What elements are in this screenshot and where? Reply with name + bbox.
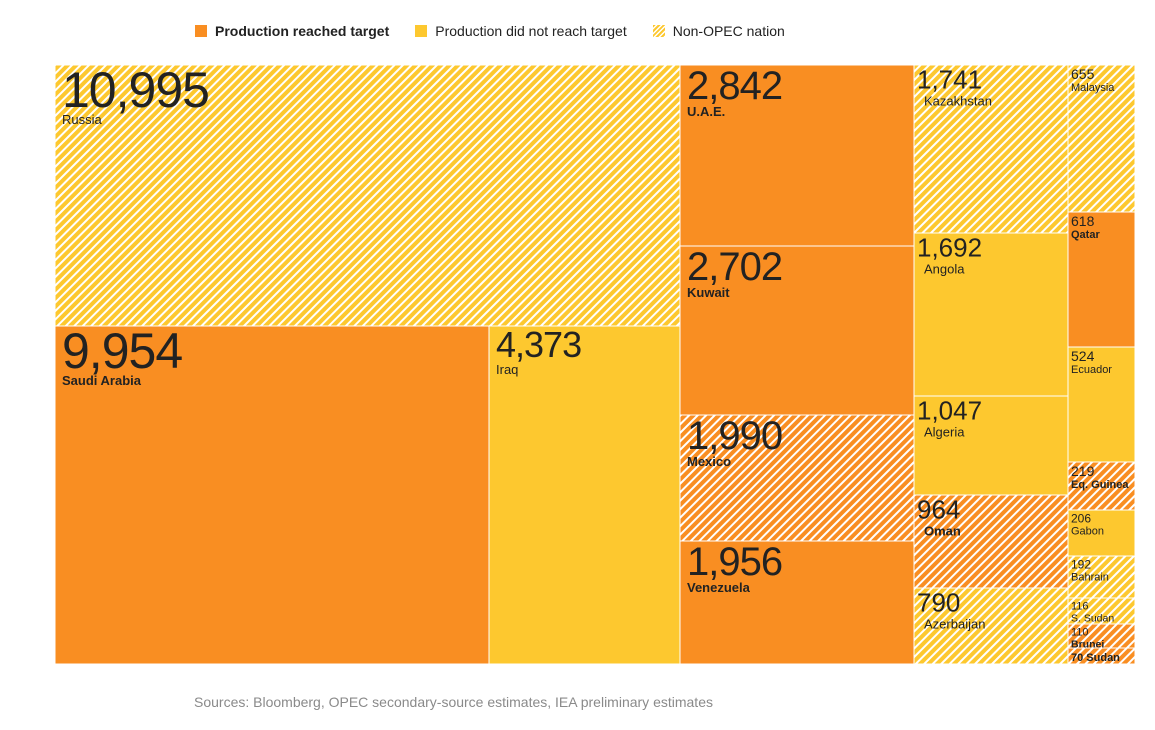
tile-value-kuwait: 2,702 xyxy=(687,245,782,289)
tile-rect-russia xyxy=(54,64,681,327)
tile-label-oman: Oman xyxy=(924,523,961,538)
tile-rect-angola xyxy=(913,232,1069,397)
tile-value-russia: 10,995 xyxy=(62,62,209,118)
tile-label-bahrain: Bahrain xyxy=(1071,571,1109,583)
tile-value-kazakhstan: 1,741 xyxy=(917,64,982,94)
tile-rect-oman xyxy=(913,494,1069,589)
tile-sudan: 70 Sudan xyxy=(1067,647,1136,665)
tile-label-mexico: Mexico xyxy=(687,454,731,469)
tile-rect-venezuela xyxy=(679,540,915,665)
tile-rect-azerbaijan xyxy=(913,587,1069,665)
tile-rect-brunei xyxy=(1067,623,1136,649)
tile-value-iraq: 4,373 xyxy=(496,324,581,365)
tile-value-angola: 1,692 xyxy=(917,232,982,262)
tile-rect-eq-guinea xyxy=(1067,461,1136,511)
legend-swatch-reached xyxy=(195,25,207,37)
tile-value-algeria: 1,047 xyxy=(917,395,982,425)
tile-label-u-a-e: U.A.E. xyxy=(687,104,725,119)
tile-label-russia: Russia xyxy=(62,112,103,127)
tile-rect-sudan xyxy=(1067,647,1136,665)
tile-label-angola: Angola xyxy=(924,261,965,276)
tile-label-gabon: Gabon xyxy=(1071,525,1104,537)
legend-swatch-not-reached xyxy=(415,25,428,37)
tile-label-eq-guinea: Eq. Guinea xyxy=(1071,479,1129,491)
tile-rect-saudi-arabia xyxy=(54,325,490,665)
tile-label-azerbaijan: Azerbaijan xyxy=(924,616,985,631)
tile-value-bahrain: 192 xyxy=(1071,557,1091,571)
legend-label-non-opec: Non-OPEC nation xyxy=(672,23,785,39)
tile-value-s-sudan: 116 xyxy=(1071,601,1089,613)
legend-item-reached: Production reached target xyxy=(195,23,389,39)
tile-value-brunei: 110 xyxy=(1071,627,1089,639)
legend: Production reached target Production did… xyxy=(195,21,811,41)
tile-rect-ecuador xyxy=(1067,346,1136,463)
tile-rect-algeria xyxy=(913,395,1069,496)
tile-label-s-sudan: S. Sudan xyxy=(1071,613,1114,625)
tile-value-u-a-e: 2,842 xyxy=(687,64,782,108)
legend-label-reached: Production reached target xyxy=(215,23,390,39)
legend-item-non-opec: Non-OPEC nation xyxy=(652,23,785,39)
tile-value-azerbaijan: 790 xyxy=(917,587,960,617)
tile-label-iraq: Iraq xyxy=(496,362,518,377)
tile-value-eq-guinea: 219 xyxy=(1071,463,1095,479)
tile-value-saudi-arabia: 9,954 xyxy=(62,323,182,379)
tile-label-kuwait: Kuwait xyxy=(687,285,730,300)
tile-rect-bahrain xyxy=(1067,555,1136,599)
tile-rect-qatar xyxy=(1067,211,1136,348)
tile-label-qatar: Qatar xyxy=(1071,229,1100,241)
legend-swatch-non-opec xyxy=(652,25,665,37)
tile-label-ecuador: Ecuador xyxy=(1071,364,1112,376)
tile-rect-kuwait xyxy=(679,245,915,416)
tile-label-kazakhstan: Kazakhstan xyxy=(924,93,992,108)
tile-value-oman: 964 xyxy=(917,494,960,524)
tile-value-malaysia: 655 xyxy=(1071,66,1095,82)
tile-label-algeria: Algeria xyxy=(924,424,965,439)
tile-rect-u-a-e xyxy=(679,64,915,247)
tile-label-venezuela: Venezuela xyxy=(687,580,751,595)
source-note: Sources: Bloomberg, OPEC secondary-sourc… xyxy=(194,694,713,710)
legend-label-not-reached: Production did not reach target xyxy=(435,23,627,39)
tile-rect-malaysia xyxy=(1067,64,1136,213)
tile-label-malaysia: Malaysia xyxy=(1071,82,1115,94)
tile-rect-kazakhstan xyxy=(913,64,1069,234)
tile-rect-iraq xyxy=(488,325,681,665)
tile-label-saudi-arabia: Saudi Arabia xyxy=(62,373,142,388)
tile-value-mexico: 1,990 xyxy=(687,414,782,458)
tile-value-ecuador: 524 xyxy=(1071,348,1095,364)
tile-value-venezuela: 1,956 xyxy=(687,540,782,584)
tile-value-sudan: 70 Sudan xyxy=(1071,652,1120,664)
tile-value-gabon: 206 xyxy=(1071,511,1091,525)
tile-value-qatar: 618 xyxy=(1071,213,1095,229)
tile-rect-mexico xyxy=(679,414,915,542)
legend-item-not-reached: Production did not reach target xyxy=(415,23,627,39)
